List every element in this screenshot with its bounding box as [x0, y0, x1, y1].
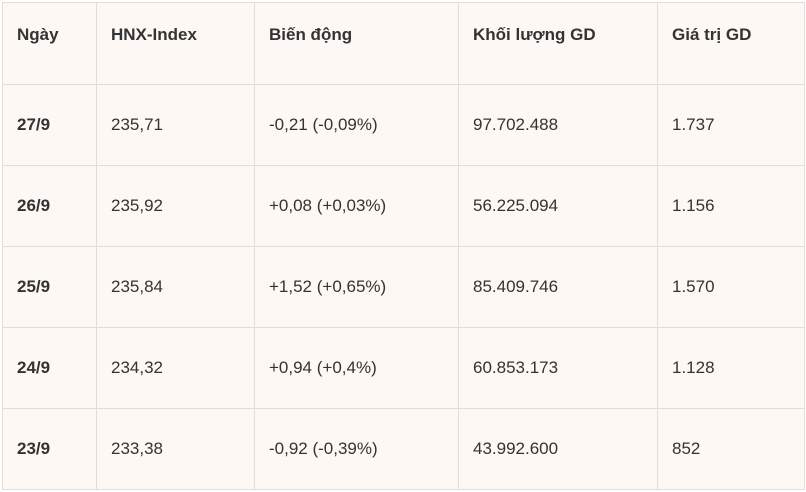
table-row: 26/9 235,92 +0,08 (+0,03%) 56.225.094 1.… [2, 165, 805, 247]
cell-index: 233,38 [96, 408, 255, 490]
cell-volume: 56.225.094 [458, 165, 658, 247]
header-date: Ngày [2, 2, 97, 85]
cell-index: 234,32 [96, 327, 255, 409]
table-row: 24/9 234,32 +0,94 (+0,4%) 60.853.173 1.1… [2, 327, 805, 409]
cell-index: 235,92 [96, 165, 255, 247]
cell-index: 235,71 [96, 84, 255, 166]
table-row: 27/9 235,71 -0,21 (-0,09%) 97.702.488 1.… [2, 84, 805, 166]
cell-change: +0,94 (+0,4%) [254, 327, 459, 409]
cell-value: 1.156 [657, 165, 805, 247]
table-row: 23/9 233,38 -0,92 (-0,39%) 43.992.600 85… [2, 408, 805, 490]
cell-date: 24/9 [2, 327, 97, 409]
cell-change: -0,21 (-0,09%) [254, 84, 459, 166]
cell-value: 1.128 [657, 327, 805, 409]
cell-date: 27/9 [2, 84, 97, 166]
cell-volume: 85.409.746 [458, 246, 658, 328]
header-volume: Khối lượng GD [458, 2, 658, 85]
header-value: Giá trị GD [657, 2, 805, 85]
cell-index: 235,84 [96, 246, 255, 328]
cell-date: 23/9 [2, 408, 97, 490]
table-row: 25/9 235,84 +1,52 (+0,65%) 85.409.746 1.… [2, 246, 805, 328]
cell-volume: 60.853.173 [458, 327, 658, 409]
cell-change: +0,08 (+0,03%) [254, 165, 459, 247]
cell-value: 1.570 [657, 246, 805, 328]
cell-date: 26/9 [2, 165, 97, 247]
table-body: 27/9 235,71 -0,21 (-0,09%) 97.702.488 1.… [2, 84, 805, 490]
cell-value: 1.737 [657, 84, 805, 166]
header-hnx-index: HNX-Index [96, 2, 255, 85]
cell-volume: 43.992.600 [458, 408, 658, 490]
table-header: Ngày HNX-Index Biến động Khối lượng GD G… [2, 2, 805, 85]
cell-value: 852 [657, 408, 805, 490]
cell-volume: 97.702.488 [458, 84, 658, 166]
header-row: Ngày HNX-Index Biến động Khối lượng GD G… [2, 2, 805, 85]
cell-change: -0,92 (-0,39%) [254, 408, 459, 490]
cell-date: 25/9 [2, 246, 97, 328]
cell-change: +1,52 (+0,65%) [254, 246, 459, 328]
header-change: Biến động [254, 2, 459, 85]
